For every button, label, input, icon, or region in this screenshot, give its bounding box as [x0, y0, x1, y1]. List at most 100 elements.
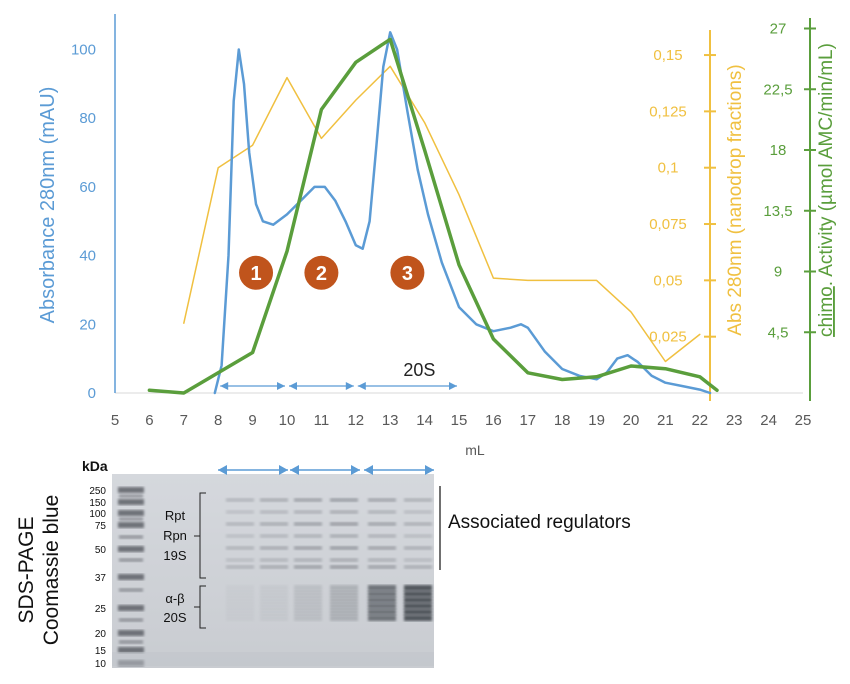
gel-arrow-head-right: [425, 465, 434, 475]
lane-band-lower: [226, 585, 254, 591]
left-y-axis-label: Absorbance 280nm (mAU): [37, 87, 59, 324]
lane-band-upper: [260, 558, 288, 562]
kda-marker-label: 75: [95, 521, 107, 532]
lane-band-lower: [226, 597, 254, 603]
lane-band-lower: [368, 585, 396, 591]
lane-band-upper: [294, 522, 322, 526]
lane-band-upper: [226, 565, 254, 569]
lane-band-upper: [260, 522, 288, 526]
lane-band-upper: [226, 498, 254, 502]
ladder-band: [118, 510, 144, 516]
bracket-19s-line-2: Rpn: [163, 528, 187, 543]
lane-band-upper: [368, 534, 396, 538]
lane-band-upper: [404, 534, 432, 538]
left-y-tick-label: 80: [79, 110, 96, 127]
ladder-band: [118, 605, 144, 611]
gel-arrow-head-right: [279, 465, 288, 475]
lane-band-lower: [404, 591, 432, 597]
x-tick-label: 24: [760, 412, 777, 429]
series-layer: [147, 31, 719, 395]
abs-y-tick-label: 0,075: [649, 216, 687, 233]
gel-image: [112, 474, 434, 668]
bracket-19s-line-1: Rpt: [165, 508, 186, 523]
x-tick-label: 9: [248, 412, 256, 429]
peak-marker-label: 1: [250, 263, 261, 285]
left-y-tick-label: 60: [79, 179, 96, 196]
gel-arrow-head-left: [290, 465, 299, 475]
x-tick-label: 20: [623, 412, 640, 429]
lane-band-lower: [330, 615, 358, 621]
lane-band-lower: [404, 615, 432, 621]
activity-label-prefix: chimo: [816, 286, 837, 337]
lane-band-upper: [368, 546, 396, 550]
abs-y-tick-label: 0,125: [649, 103, 687, 120]
activity-y-tick-label: 4,5: [768, 324, 789, 341]
kda-marker-label: 150: [89, 498, 106, 509]
kda-marker-label: 37: [95, 573, 107, 584]
lane-band-lower: [294, 591, 322, 597]
lane-band-upper: [368, 565, 396, 569]
lane-band-upper: [368, 510, 396, 514]
lane-band-lower: [330, 609, 358, 615]
range-arrow-head-right: [277, 382, 285, 390]
lane-band-lower: [294, 609, 322, 615]
ladder-band-minor: [119, 588, 143, 592]
gel-arrow-head-left: [218, 465, 227, 475]
x-tick-label: 21: [657, 412, 674, 429]
peak-marker-circle: [390, 255, 425, 290]
ladder-band: [118, 499, 144, 505]
ladder-band: [118, 522, 144, 528]
bracket-19s: Rpt Rpn 19S: [163, 492, 206, 579]
lane-band-lower: [368, 597, 396, 603]
lane-band-upper: [330, 558, 358, 562]
lane-band-lower: [260, 609, 288, 615]
lane-band-upper: [368, 558, 396, 562]
gel-dye-front: [112, 652, 434, 666]
kda-marker-label: 15: [95, 646, 107, 657]
ladder-band: [118, 647, 144, 653]
lane-band-upper: [294, 498, 322, 502]
gel-lanes: [112, 498, 434, 666]
lane-band-lower: [294, 585, 322, 591]
lane-band-upper: [260, 510, 288, 514]
gel-arrow-head-right: [351, 465, 360, 475]
ladder-band: [118, 630, 144, 636]
lane-band-upper: [330, 522, 358, 526]
right-y-tick-labels-abs: 0,025 0,05 0,075 0,1 0,125 0,15: [649, 47, 716, 346]
peak-marker-label: 2: [316, 263, 327, 285]
lane-band-lower: [404, 603, 432, 609]
lane-band-lower: [226, 609, 254, 615]
x-tick-label: 11: [314, 412, 330, 429]
ladder-band-minor: [119, 535, 143, 539]
kda-marker-label: 250: [89, 486, 106, 497]
abs-y-tick-label: 0,05: [653, 272, 682, 289]
lane-band-lower: [368, 603, 396, 609]
bracket-19s-line-3: 19S: [163, 548, 186, 563]
x-tick-labels: 5 6 7 8 9 10 11 12 13 14 15 16 17 18 19 20 21 22 23 24 25: [111, 412, 812, 429]
lane-band-upper: [404, 510, 432, 514]
gel-lane-arrows: [218, 465, 434, 475]
activity-y-tick-label: 13,5: [763, 203, 792, 220]
activity-y-tick-label: 9: [774, 264, 782, 281]
lane-band-upper: [404, 558, 432, 562]
abs-nanodrop-fractions-line: [183, 65, 701, 363]
x-tick-label: 8: [214, 412, 222, 429]
ladder-band-minor: [119, 618, 143, 622]
ladder-band: [118, 487, 144, 493]
x-tick-label: 18: [554, 412, 571, 429]
lane-band-lower: [404, 597, 432, 603]
kda-marker-label: 100: [89, 509, 106, 520]
kda-marker-label: 50: [95, 545, 107, 556]
lane-band-upper: [294, 558, 322, 562]
lane-band-upper: [226, 534, 254, 538]
range-arrow-head-right: [449, 382, 457, 390]
lane-band-lower: [330, 591, 358, 597]
ladder-band-minor: [119, 517, 143, 521]
lane-band-upper: [330, 498, 358, 502]
lane-band-lower: [404, 585, 432, 591]
x-tick-label: 12: [347, 412, 364, 429]
lane-band-upper: [330, 534, 358, 538]
